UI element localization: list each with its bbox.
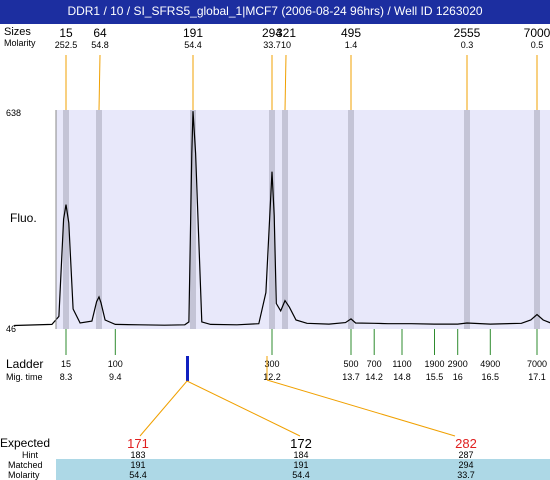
mig-time-label: Mig. time bbox=[6, 372, 43, 382]
ladder-size-label: 100 bbox=[108, 359, 123, 369]
peak-molarity-label: 0.5 bbox=[531, 40, 544, 50]
ladder-size-label: 1100 bbox=[392, 359, 411, 369]
plot-area bbox=[56, 110, 550, 329]
matched-value: 191 bbox=[293, 460, 308, 470]
y-max-label: 638 bbox=[6, 108, 21, 118]
peak-size-label: 495 bbox=[341, 26, 361, 40]
peak-molarity-header: Molarity bbox=[4, 38, 36, 48]
peak-molarity-label: 54.8 bbox=[91, 40, 109, 50]
ladder-time-label: 9.4 bbox=[109, 372, 122, 382]
peak-size-label: 7000 bbox=[524, 26, 550, 40]
ladder-label: Ladder bbox=[6, 357, 43, 371]
ladder-time-label: 14.2 bbox=[365, 372, 383, 382]
peak-band bbox=[534, 110, 540, 329]
peak-molarity-label: 33.7 bbox=[263, 40, 281, 50]
expected-connector bbox=[139, 380, 188, 437]
window-title: DDR1 / 10 / SI_SFRS5_global_1|MCF7 (2006… bbox=[67, 4, 483, 18]
expected-value: 172 bbox=[290, 436, 312, 451]
ladder-size-label: 7000 bbox=[527, 359, 547, 369]
matched-row-highlight bbox=[56, 459, 550, 469]
peak-band bbox=[282, 110, 288, 329]
peak-size-label: 191 bbox=[183, 26, 203, 40]
hint-value: 183 bbox=[130, 450, 145, 460]
peak-molarity-label: 10 bbox=[281, 40, 291, 50]
peak-band bbox=[348, 110, 354, 329]
peak-size-label: 15 bbox=[59, 26, 73, 40]
molarity-value: 33.7 bbox=[457, 470, 475, 480]
matched-value: 294 bbox=[458, 460, 473, 470]
hint-label: Hint bbox=[22, 450, 39, 460]
matched-value: 191 bbox=[130, 460, 145, 470]
expected-connector bbox=[266, 379, 456, 437]
molarity-value: 54.4 bbox=[129, 470, 147, 480]
ladder-size-label: 300 bbox=[264, 359, 279, 369]
ladder-size-label: 1900 bbox=[424, 359, 444, 369]
peak-connector bbox=[98, 54, 101, 111]
peak-size-header: Sizes bbox=[4, 26, 31, 38]
electropherogram-chart: Sizes Molarity 15252.56454.819154.429433… bbox=[0, 26, 550, 480]
ladder-size-label: 700 bbox=[367, 359, 382, 369]
peak-molarity-label: 0.3 bbox=[461, 40, 474, 50]
peak-band bbox=[63, 110, 69, 329]
y-min-label: 46 bbox=[6, 324, 16, 334]
peak-size-label: 321 bbox=[276, 26, 296, 40]
peak-band bbox=[190, 110, 196, 329]
hint-value: 287 bbox=[458, 450, 473, 460]
ladder-size-label: 2900 bbox=[448, 359, 468, 369]
ladder-time-label: 15.5 bbox=[426, 372, 444, 382]
peak-molarity-label: 54.4 bbox=[184, 40, 202, 50]
ladder-time-label: 12.2 bbox=[263, 372, 281, 382]
ladder-time-label: 17.1 bbox=[528, 372, 546, 382]
peak-size-label: 294 bbox=[262, 26, 282, 40]
molarity-value: 54.4 bbox=[292, 470, 310, 480]
ladder-time-label: 16 bbox=[453, 372, 463, 382]
title-bar: DDR1 / 10 / SI_SFRS5_global_1|MCF7 (2006… bbox=[0, 0, 550, 24]
ladder-time-label: 14.8 bbox=[393, 372, 411, 382]
ladder-size-label: 500 bbox=[343, 359, 358, 369]
expected-label: Expected bbox=[0, 436, 50, 450]
expected-value: 282 bbox=[455, 436, 477, 451]
peak-size-label: 2555 bbox=[454, 26, 481, 40]
peak-size-label: 64 bbox=[93, 26, 107, 40]
peak-molarity-label: 1.4 bbox=[345, 40, 358, 50]
expected-connector bbox=[186, 380, 301, 437]
peak-band bbox=[269, 110, 275, 329]
ladder-size-label: 15 bbox=[61, 359, 71, 369]
ladder-time-label: 16.5 bbox=[482, 372, 500, 382]
expected-value: 171 bbox=[127, 436, 149, 451]
matched-label: Matched bbox=[8, 460, 43, 470]
molarity-row-highlight bbox=[56, 469, 550, 480]
selected-marker bbox=[186, 356, 189, 381]
peak-band bbox=[464, 110, 470, 329]
molarity-label: Molarity bbox=[8, 470, 40, 480]
ladder-time-label: 8.3 bbox=[60, 372, 73, 382]
peak-molarity-label: 252.5 bbox=[55, 40, 78, 50]
ladder-size-label: 4900 bbox=[480, 359, 500, 369]
y-axis-label: Fluo. bbox=[10, 211, 37, 225]
peak-band bbox=[96, 110, 102, 329]
hint-value: 184 bbox=[293, 450, 308, 460]
fluorescence-trace bbox=[14, 111, 550, 327]
ladder-time-label: 13.7 bbox=[342, 372, 360, 382]
peak-connector bbox=[284, 54, 287, 111]
